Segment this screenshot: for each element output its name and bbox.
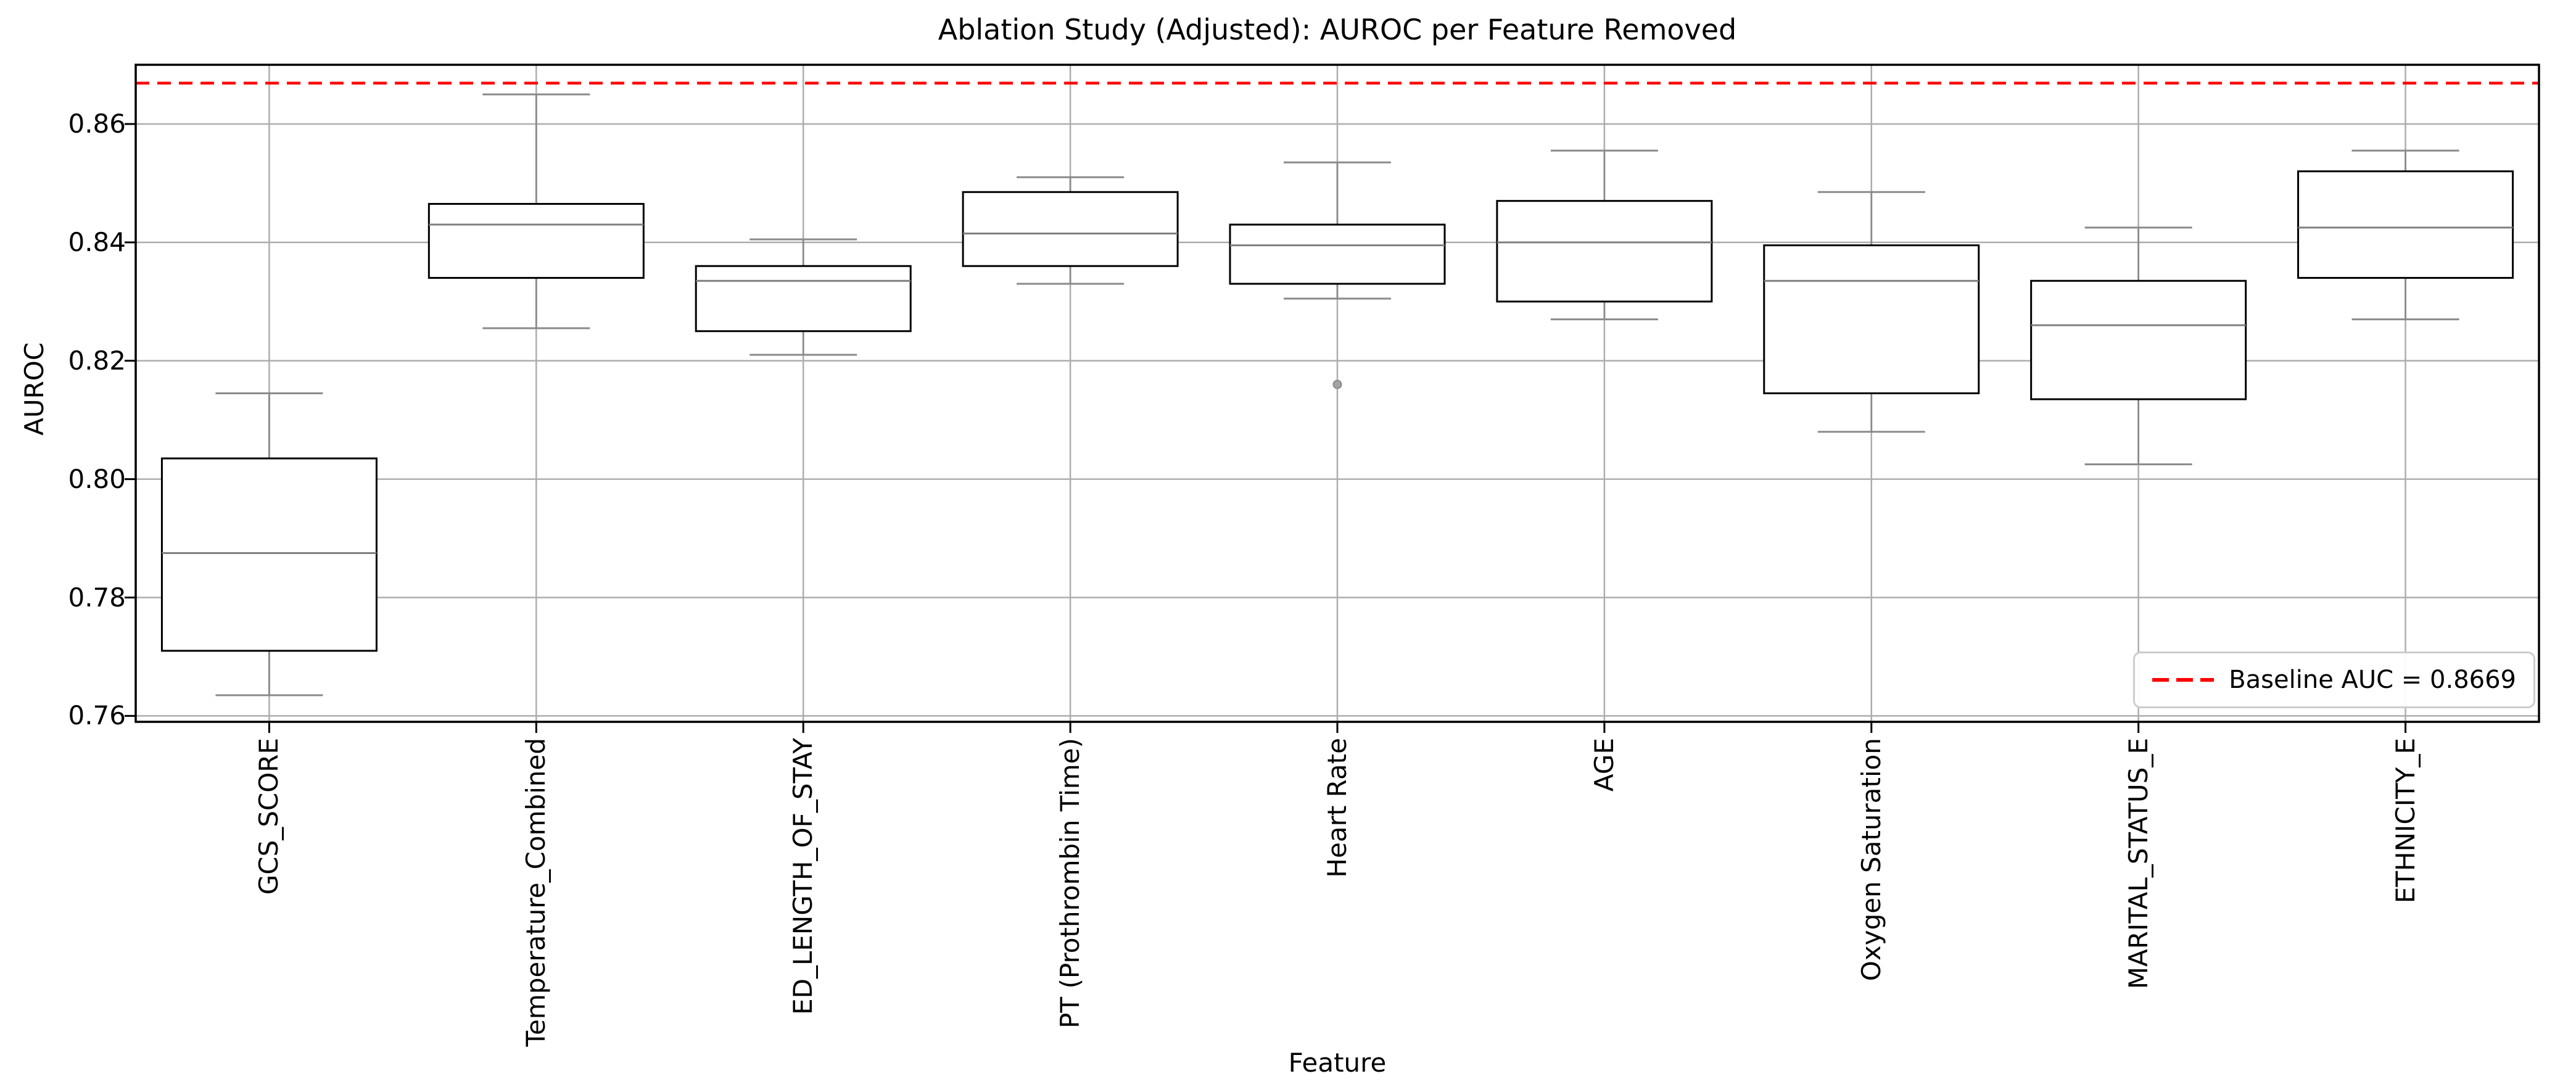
y-tick-label: 0.82 bbox=[68, 345, 126, 376]
box-4 bbox=[1229, 161, 1446, 389]
legend: Baseline AUC = 0.8669 bbox=[2133, 651, 2535, 708]
box-6 bbox=[1763, 191, 1980, 433]
chart-title: Ablation Study (Adjusted): AUROC per Fea… bbox=[938, 13, 1737, 46]
legend-dashed-line-icon bbox=[2152, 678, 2215, 682]
box-2 bbox=[695, 238, 912, 356]
box-8 bbox=[2297, 149, 2514, 321]
y-tick-label: 0.76 bbox=[68, 700, 126, 731]
x-axis-label: Feature bbox=[1288, 1048, 1387, 1078]
box-7 bbox=[2030, 226, 2247, 466]
y-tick-label: 0.80 bbox=[68, 463, 126, 494]
y-tick-label: 0.86 bbox=[68, 108, 126, 139]
tick-marks bbox=[125, 123, 2407, 733]
legend-label: Baseline AUC = 0.8669 bbox=[2229, 666, 2516, 694]
y-tick-label: 0.78 bbox=[68, 582, 126, 613]
y-tick-label: 0.84 bbox=[68, 226, 126, 257]
box-3 bbox=[962, 176, 1179, 285]
box-1 bbox=[427, 93, 645, 329]
box-5 bbox=[1496, 149, 1713, 321]
outlier-point bbox=[1332, 379, 1342, 389]
box-0 bbox=[160, 392, 378, 697]
